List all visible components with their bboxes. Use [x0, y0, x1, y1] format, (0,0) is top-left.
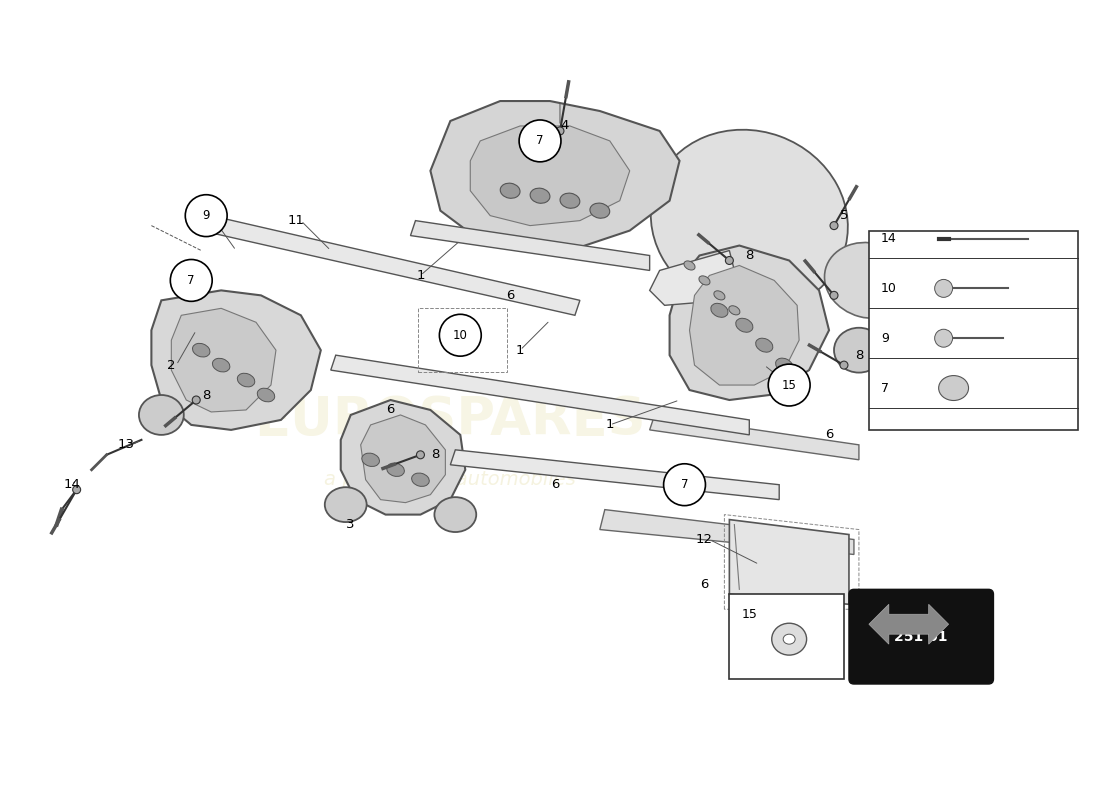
Text: 3: 3: [346, 518, 355, 531]
Text: 12: 12: [696, 533, 713, 546]
Circle shape: [663, 464, 705, 506]
FancyBboxPatch shape: [729, 594, 844, 679]
Circle shape: [830, 291, 838, 299]
Polygon shape: [729, 519, 849, 604]
Text: 15: 15: [782, 378, 796, 391]
Circle shape: [73, 486, 80, 494]
Circle shape: [935, 279, 953, 298]
Text: 14: 14: [63, 478, 80, 491]
Text: 7: 7: [537, 134, 543, 147]
Ellipse shape: [500, 183, 520, 198]
Ellipse shape: [590, 203, 609, 218]
Text: 6: 6: [506, 289, 515, 302]
Text: 2: 2: [167, 358, 176, 372]
Text: 6: 6: [825, 428, 833, 442]
Text: 13: 13: [118, 438, 135, 451]
Ellipse shape: [411, 473, 429, 486]
Text: 15: 15: [741, 608, 757, 621]
Polygon shape: [450, 450, 779, 500]
Circle shape: [170, 259, 212, 302]
Text: 251 01: 251 01: [894, 630, 947, 644]
Text: 7: 7: [681, 478, 689, 491]
Ellipse shape: [238, 374, 255, 387]
Text: 8: 8: [855, 349, 864, 362]
Circle shape: [519, 120, 561, 162]
Ellipse shape: [212, 358, 230, 372]
Circle shape: [556, 127, 564, 135]
Text: 7: 7: [881, 382, 889, 394]
Circle shape: [185, 194, 227, 237]
Text: 8: 8: [431, 448, 440, 462]
Ellipse shape: [560, 193, 580, 208]
Polygon shape: [172, 308, 276, 412]
Text: 8: 8: [745, 249, 754, 262]
Polygon shape: [430, 101, 680, 250]
Polygon shape: [600, 510, 854, 554]
Ellipse shape: [651, 130, 848, 311]
Circle shape: [840, 361, 848, 369]
Text: 8: 8: [202, 389, 210, 402]
Circle shape: [192, 396, 200, 404]
Text: a passion for automobiles: a passion for automobiles: [324, 470, 576, 490]
Ellipse shape: [714, 290, 725, 300]
Polygon shape: [869, 604, 948, 644]
Ellipse shape: [698, 276, 710, 285]
Text: 1: 1: [516, 344, 525, 357]
Ellipse shape: [362, 453, 380, 466]
Polygon shape: [650, 250, 735, 306]
Text: 4: 4: [561, 119, 569, 133]
Ellipse shape: [192, 343, 210, 357]
Ellipse shape: [783, 634, 795, 644]
Polygon shape: [690, 266, 799, 385]
Text: 14: 14: [881, 232, 896, 245]
Polygon shape: [471, 126, 629, 226]
Circle shape: [439, 314, 481, 356]
Ellipse shape: [776, 358, 793, 372]
Ellipse shape: [756, 338, 773, 352]
Polygon shape: [201, 216, 580, 315]
FancyBboxPatch shape: [869, 230, 1078, 430]
Polygon shape: [670, 246, 829, 400]
Ellipse shape: [825, 242, 913, 318]
Polygon shape: [650, 415, 859, 460]
Text: 9: 9: [881, 332, 889, 345]
Text: 7: 7: [187, 274, 195, 287]
Text: 11: 11: [287, 214, 305, 227]
Text: 1: 1: [416, 269, 425, 282]
Text: 5: 5: [839, 209, 848, 222]
Ellipse shape: [729, 306, 740, 315]
Polygon shape: [331, 355, 749, 435]
Polygon shape: [361, 415, 446, 502]
Polygon shape: [341, 400, 465, 514]
Text: 6: 6: [386, 403, 395, 417]
Text: 10: 10: [453, 329, 468, 342]
Ellipse shape: [257, 388, 275, 402]
Ellipse shape: [772, 623, 806, 655]
Ellipse shape: [324, 487, 366, 522]
Ellipse shape: [434, 497, 476, 532]
Ellipse shape: [711, 303, 728, 318]
Circle shape: [768, 364, 810, 406]
Circle shape: [830, 222, 838, 230]
Polygon shape: [152, 290, 321, 430]
Ellipse shape: [736, 318, 752, 332]
Polygon shape: [410, 221, 650, 270]
Ellipse shape: [139, 395, 184, 435]
Circle shape: [725, 257, 734, 265]
FancyBboxPatch shape: [849, 590, 993, 684]
Ellipse shape: [530, 188, 550, 203]
Ellipse shape: [684, 261, 695, 270]
Text: 1: 1: [605, 418, 614, 431]
Circle shape: [417, 451, 425, 458]
Circle shape: [935, 330, 953, 347]
Text: 6: 6: [701, 578, 708, 591]
Text: 9: 9: [202, 209, 210, 222]
Text: 6: 6: [551, 478, 559, 491]
Text: 10: 10: [881, 282, 896, 295]
Ellipse shape: [387, 463, 405, 477]
Ellipse shape: [834, 328, 883, 373]
Text: EUROSPARES: EUROSPARES: [254, 394, 646, 446]
Ellipse shape: [938, 375, 968, 401]
